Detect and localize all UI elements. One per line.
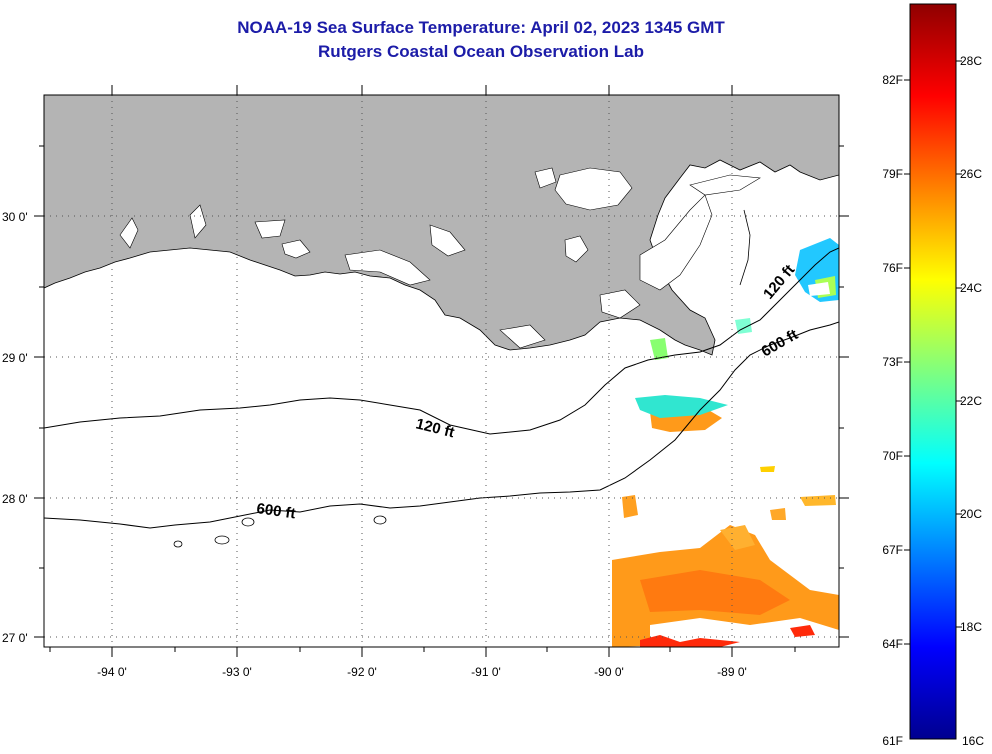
cb-c-28: 28C	[960, 54, 982, 68]
cb-c-16: 16C	[962, 734, 984, 748]
marsh-1	[599, 289, 641, 319]
bay-6	[429, 224, 466, 257]
cb-c-18: 18C	[960, 620, 982, 634]
lat-label-27: 27 0'	[2, 631, 28, 645]
map-frame	[43, 94, 840, 648]
lake-pontchartrain	[554, 167, 633, 211]
cb-f-82: 82F	[882, 73, 903, 87]
cb-f-76: 76F	[882, 261, 903, 275]
cb-f-79: 79F	[882, 167, 903, 181]
bay-3	[119, 217, 139, 249]
lon-label-89: -89 0'	[717, 665, 747, 679]
map-subtitle: Rutgers Coastal Ocean Observation Lab	[318, 42, 644, 61]
lon-label-92: -92 0'	[347, 665, 377, 679]
cb-c-22: 22C	[960, 394, 982, 408]
bay-2	[564, 235, 589, 263]
bay-5	[254, 219, 286, 239]
cb-c-20: 20C	[960, 507, 982, 521]
lat-label-29: 29 0'	[2, 351, 28, 365]
map-title: NOAA-19 Sea Surface Temperature: April 0…	[237, 18, 725, 37]
colorbar	[909, 3, 957, 740]
graticule	[44, 95, 839, 647]
cb-f-61: 61F	[882, 734, 903, 748]
bay-1	[281, 239, 311, 259]
cb-c-26: 26C	[960, 167, 982, 181]
marsh-2	[499, 324, 546, 349]
bay-4	[189, 204, 207, 239]
axis-ticks	[34, 85, 849, 657]
lat-label-30: 30 0'	[2, 210, 28, 224]
bay-8	[639, 194, 713, 291]
cb-f-67: 67F	[882, 543, 903, 557]
lon-label-93: -93 0'	[222, 665, 252, 679]
bay-7	[344, 249, 431, 286]
lon-label-91: -91 0'	[471, 665, 501, 679]
bay-9	[689, 174, 761, 196]
lat-label-28: 28 0'	[2, 492, 28, 506]
lake-maurepas	[534, 167, 557, 189]
colorbar-ticks	[904, 60, 962, 645]
lon-label-90: -90 0'	[594, 665, 624, 679]
land-mass	[44, 95, 839, 356]
cb-f-64: 64F	[882, 637, 903, 651]
lon-label-94: -94 0'	[97, 665, 127, 679]
bathymetry-contours	[44, 209, 839, 548]
cb-c-24: 24C	[960, 281, 982, 295]
cb-f-73: 73F	[882, 355, 903, 369]
cb-f-70: 70F	[882, 449, 903, 463]
contour-label-600-west: 600 ft	[255, 500, 296, 522]
